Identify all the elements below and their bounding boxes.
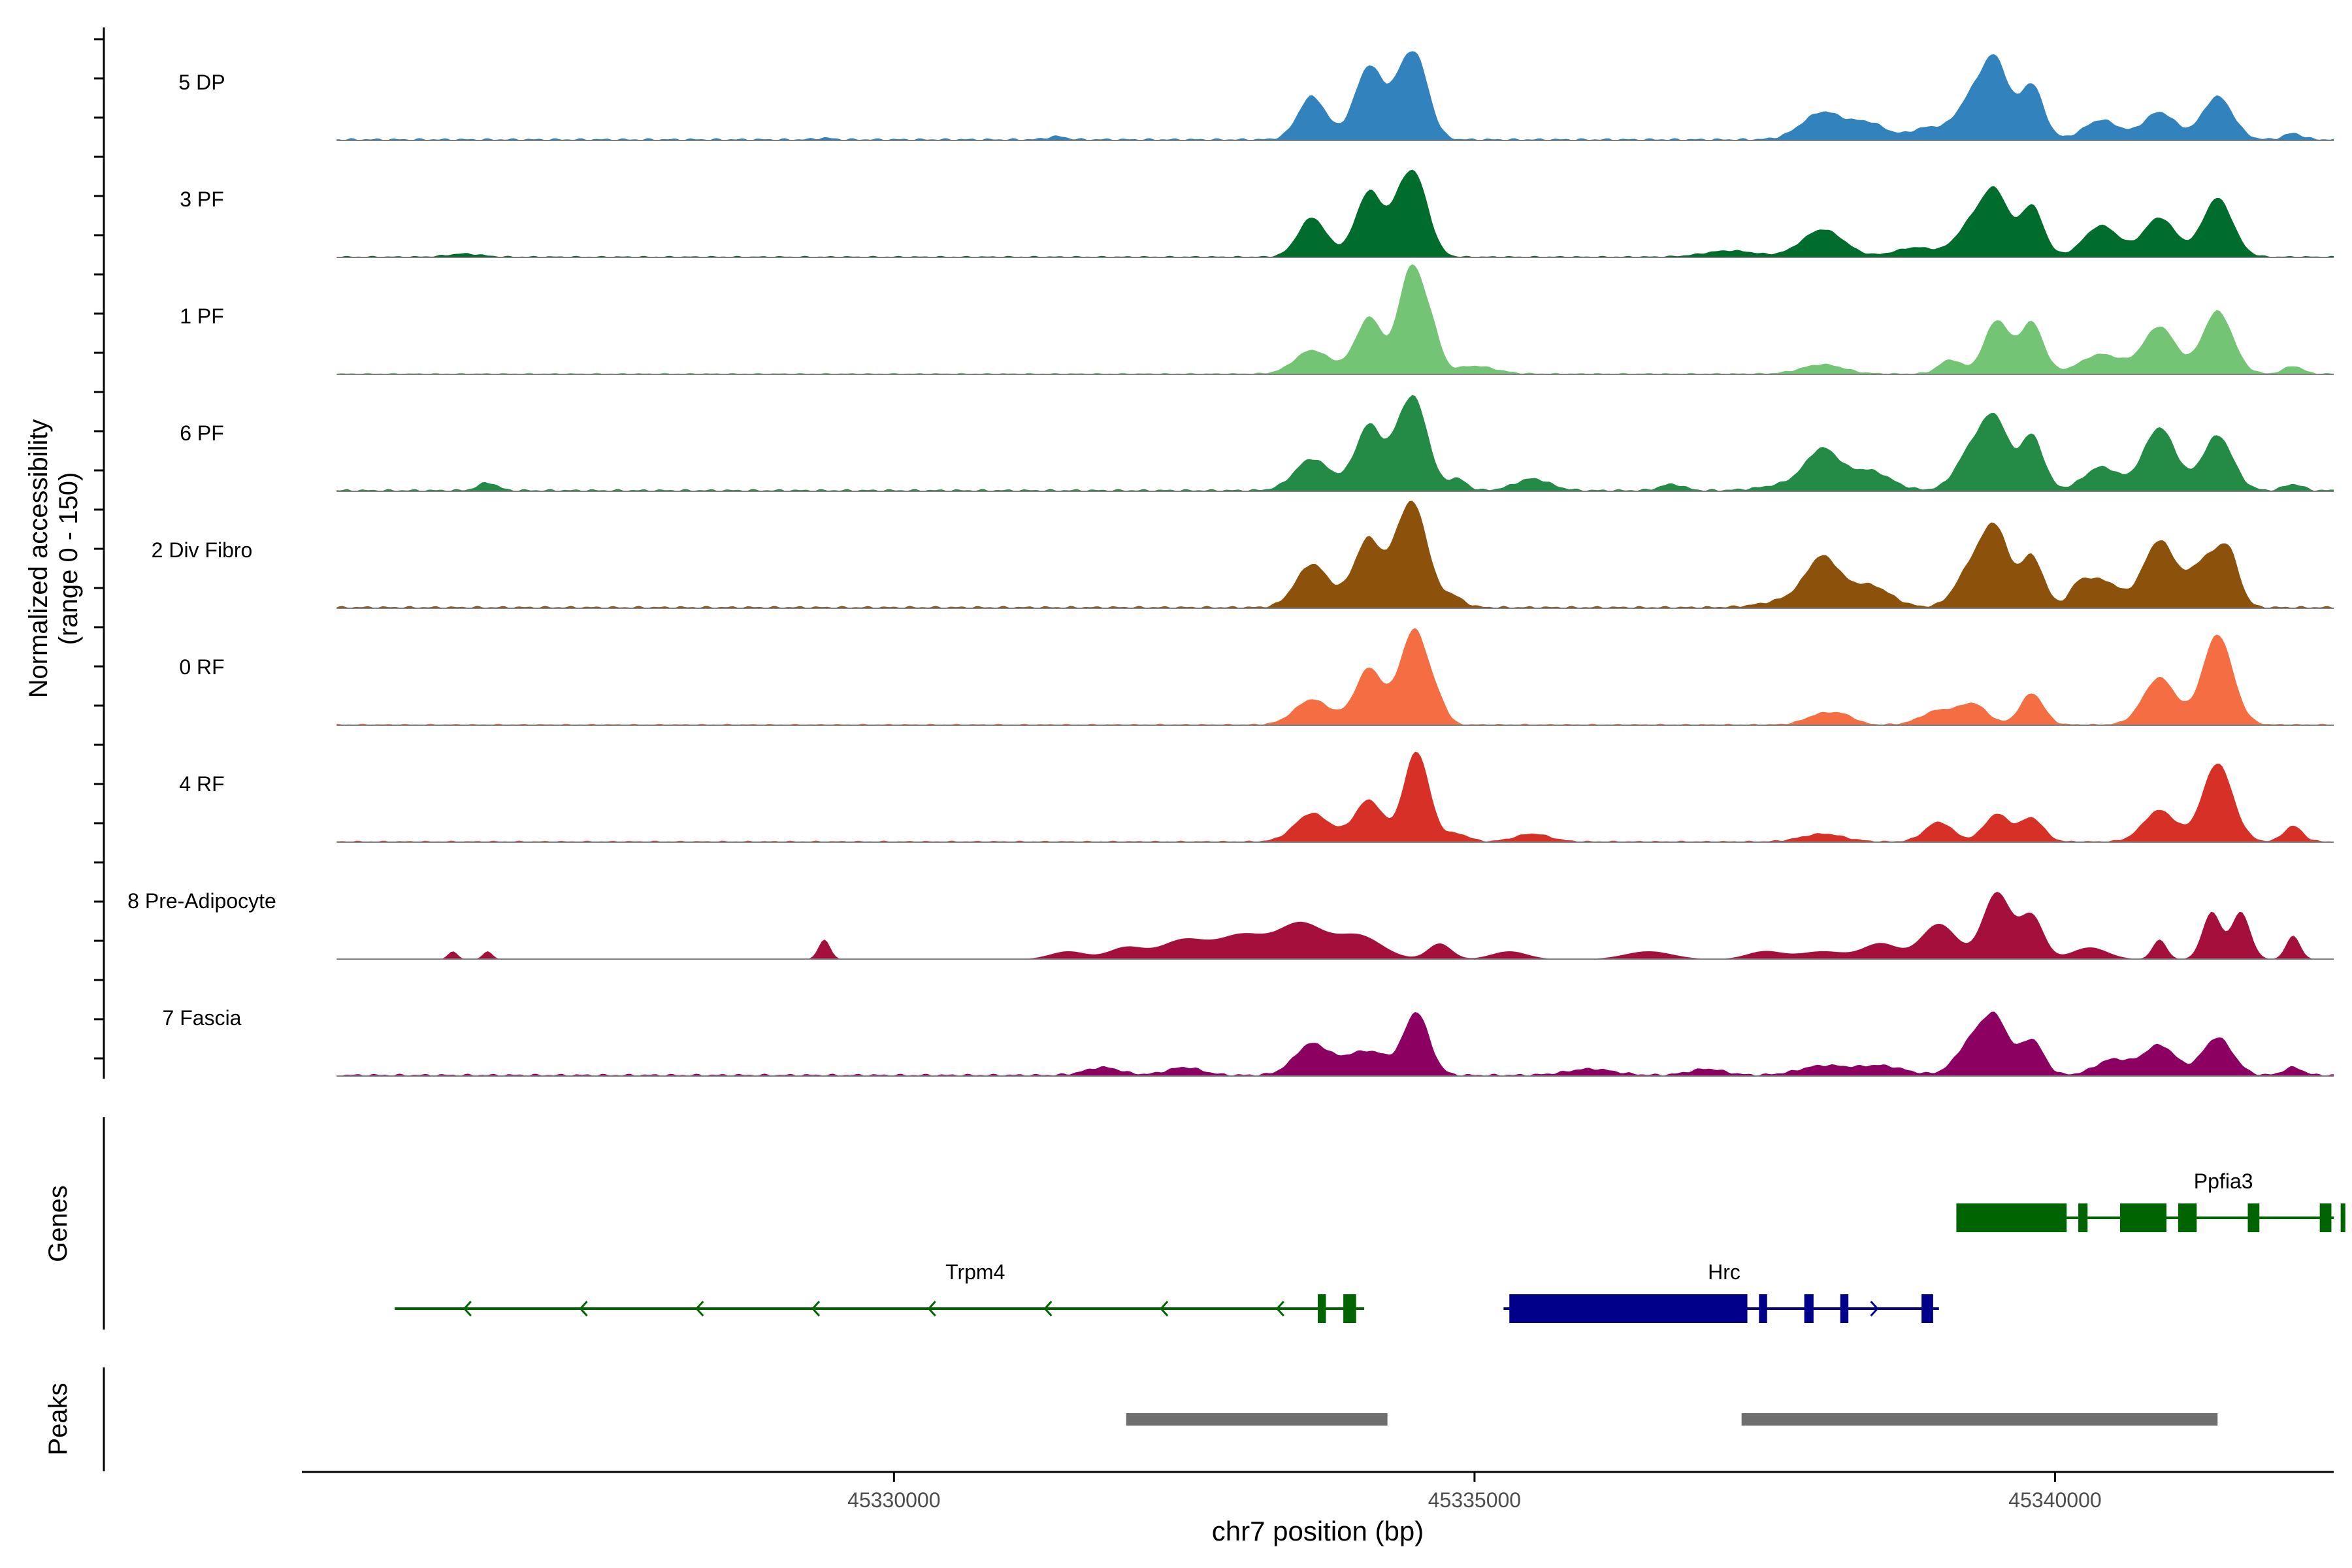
track-labels: 5 DP 3 PF 1 PF 6 PF 2 Div Fibro 0 RF 4 RF 8 Pre… (127, 71, 276, 1030)
x-axis-ticks: 45330000 45335000 45340000 (847, 1472, 2102, 1512)
peak-bar-1 (1741, 1413, 2218, 1426)
track-label-2: 1 PF (180, 304, 224, 328)
x-tick-label-1: 45335000 (1428, 1488, 1521, 1512)
x-axis-title: chr7 position (bp) (1212, 1516, 1424, 1546)
coverage-area-1 (336, 169, 2334, 257)
coverage-area-8 (336, 1011, 2334, 1076)
strand-arrow-1 (1160, 1300, 1169, 1317)
strand-arrow-1 (695, 1300, 704, 1317)
strand-arrow-2 (1870, 1300, 1879, 1317)
peak-bar-0 (1126, 1413, 1388, 1426)
strand-arrow-1 (927, 1300, 936, 1317)
peak-annotation-panel (1126, 1413, 2218, 1426)
gene-label-0: Ppfia3 (2194, 1169, 2253, 1193)
strand-arrow-1 (1275, 1300, 1284, 1317)
gene-label-1: Trpm4 (945, 1260, 1005, 1284)
coverage-area-7 (336, 892, 2334, 959)
track-label-3: 6 PF (180, 421, 224, 445)
track-label-1: 3 PF (180, 188, 224, 211)
exon-0-4 (2247, 1203, 2260, 1232)
coverage-area-3 (336, 395, 2334, 491)
coverage-y-ticks (94, 38, 104, 1060)
x-tick-label-2: 45340000 (2008, 1488, 2101, 1512)
exon-0-0 (1956, 1203, 2067, 1232)
track-label-5: 0 RF (179, 655, 224, 679)
strand-arrow-1 (1043, 1300, 1053, 1317)
exon-0-2 (2120, 1203, 2167, 1232)
track-label-8: 7 Fascia (163, 1006, 242, 1030)
y-axis-subtitle: (range 0 - 150) (54, 472, 83, 645)
coverage-area-2 (336, 264, 2334, 374)
strand-arrow-1 (463, 1300, 472, 1317)
x-tick-label-0: 45330000 (847, 1488, 940, 1512)
exon-2-2 (1804, 1294, 1814, 1323)
exon-0-1 (2078, 1203, 2088, 1232)
track-label-7: 8 Pre-Adipocyte (127, 889, 276, 913)
coverage-area-5 (336, 628, 2334, 725)
gene-annotation-panel: Ppfia3 Trpm4 Hrc (395, 1169, 2345, 1323)
gene-label-2: Hrc (1708, 1260, 1740, 1284)
exon-2-0 (1509, 1294, 1748, 1323)
exon-1-1 (1343, 1294, 1356, 1323)
coverage-area-6 (336, 751, 2334, 842)
track-label-4: 2 Div Fibro (152, 538, 253, 562)
exon-2-1 (1759, 1294, 1767, 1323)
exon-2-4 (1921, 1294, 1933, 1323)
strand-arrow-1 (579, 1300, 588, 1317)
peaks-panel-label: Peaks (44, 1382, 73, 1455)
exon-0-5 (2319, 1203, 2332, 1232)
strand-arrow-1 (811, 1300, 821, 1317)
exon-1-0 (1318, 1294, 1326, 1323)
exon-0-3 (2178, 1203, 2197, 1232)
track-label-6: 4 RF (179, 772, 224, 796)
coverage-area-4 (336, 500, 2334, 608)
exon-0-6 (2340, 1203, 2345, 1232)
track-label-0: 5 DP (178, 71, 225, 94)
exon-2-3 (1840, 1294, 1849, 1323)
coverage-area-0 (336, 51, 2334, 141)
y-axis-title: Normalized accessibility (24, 419, 53, 698)
coverage-tracks (336, 51, 2334, 1077)
genes-panel-label: Genes (44, 1185, 73, 1262)
